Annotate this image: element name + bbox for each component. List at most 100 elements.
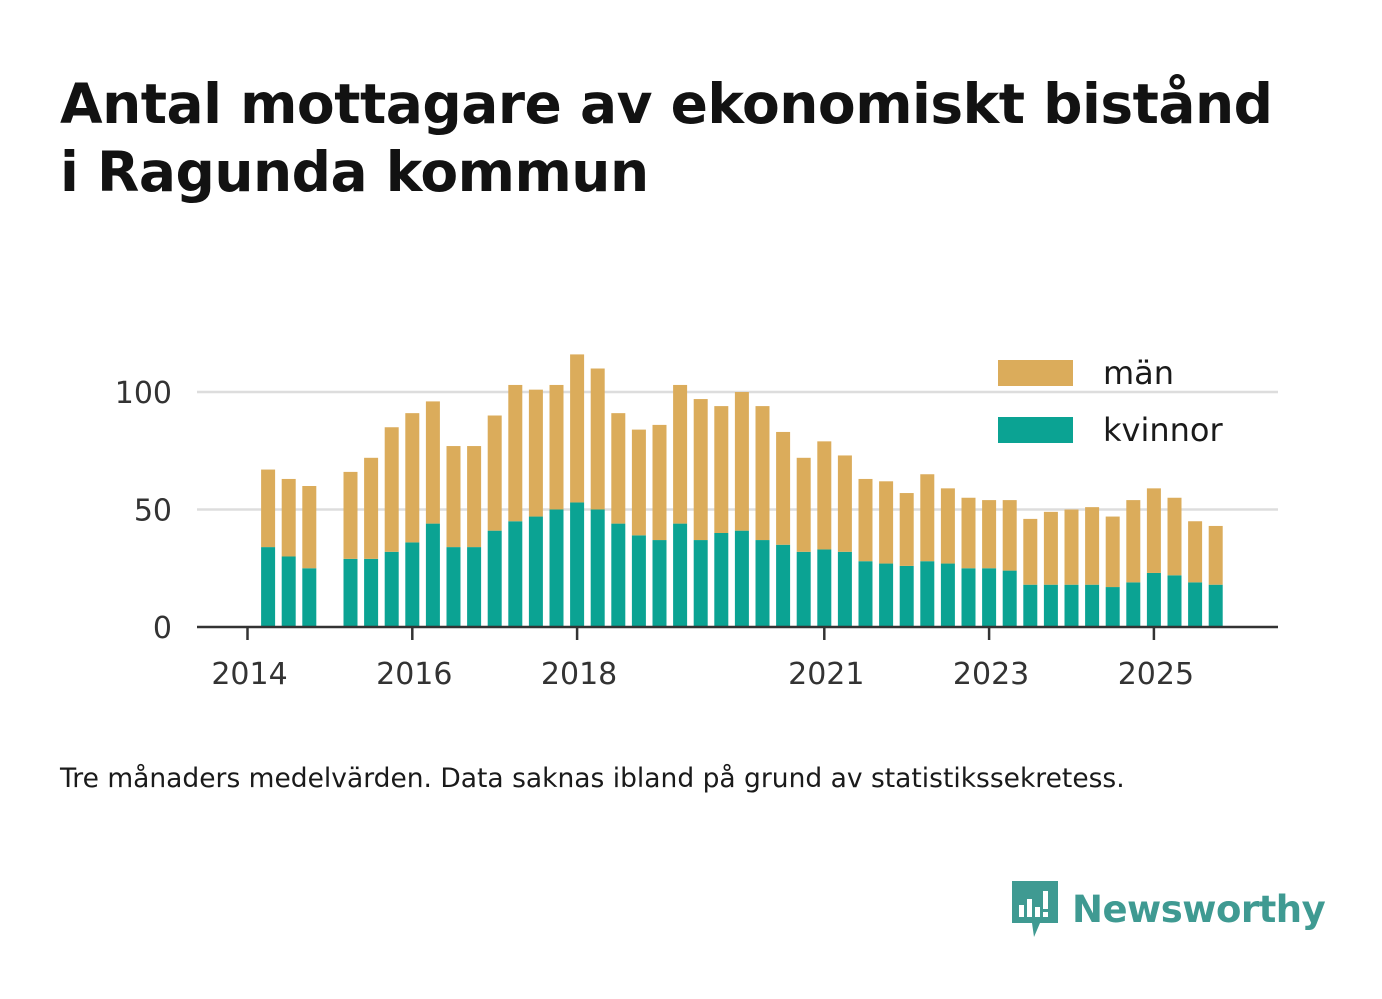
bar-man-2019-Q3	[693, 399, 708, 541]
bar-man-2023-Q4	[1043, 511, 1058, 585]
bar-kvinnor-2018-Q3	[611, 523, 626, 627]
legend-label-män: män	[1103, 354, 1174, 392]
bar-man-2023-Q3	[1023, 518, 1038, 585]
y-tick-label-0: 0	[153, 611, 172, 646]
bar-kvinnor-2021-Q1	[817, 549, 832, 627]
bar-man-2025-Q3	[1188, 521, 1203, 583]
bar-man-2024-Q4	[1126, 500, 1141, 583]
bar-kvinnor-2019-Q1	[652, 540, 667, 627]
bar-man-2017-Q1	[487, 415, 502, 531]
bar-kvinnor-2025-Q4	[1208, 584, 1223, 627]
bar-kvinnor-2023-Q1	[982, 568, 997, 627]
bar-kvinnor-2024-Q3	[1105, 587, 1120, 627]
bar-man-2016-Q2	[425, 401, 440, 524]
bar-man-2019-Q2	[673, 384, 688, 524]
bar-kvinnor-2018-Q2	[590, 509, 605, 627]
bar-kvinnor-2019-Q3	[693, 540, 708, 627]
legend-swatch-kvinnor	[998, 417, 1073, 443]
bar-man-2016-Q1	[405, 413, 420, 543]
bar-man-2019-Q4	[714, 406, 729, 533]
bar-man-2020-Q4	[796, 457, 811, 552]
bar-man-2025-Q1	[1146, 488, 1161, 573]
bar-kvinnor-2015-Q4	[384, 551, 399, 627]
legend-swatch-män	[998, 360, 1073, 386]
bar-man-2020-Q1	[734, 392, 749, 531]
chart-title-line-2: i Ragunda kommun	[60, 140, 649, 204]
bar-man-2024-Q1	[1064, 509, 1079, 585]
bar-man-2018-Q2	[590, 368, 605, 510]
bar-man-2016-Q4	[467, 446, 482, 548]
bar-man-2018-Q1	[570, 354, 585, 503]
bar-kvinnor-2019-Q4	[714, 533, 729, 627]
bar-man-2022-Q2	[920, 474, 935, 562]
x-tick-label-2016: 2016	[376, 657, 452, 692]
bar-man-2018-Q4	[631, 429, 646, 536]
bar-man-2017-Q2	[508, 384, 523, 522]
bar-man-2015-Q3	[364, 457, 379, 559]
bar-kvinnor-2016-Q3	[446, 547, 461, 627]
bar-man-2022-Q1	[899, 493, 914, 566]
bar-man-2016-Q3	[446, 446, 461, 548]
bar-kvinnor-2020-Q2	[755, 540, 770, 627]
x-tick-label-2014: 2014	[211, 657, 287, 692]
bar-kvinnor-2021-Q3	[858, 561, 873, 627]
bar-kvinnor-2024-Q4	[1126, 582, 1141, 627]
bar-kvinnor-2021-Q2	[837, 551, 852, 627]
bar-kvinnor-2017-Q1	[487, 530, 502, 627]
bar-kvinnor-2016-Q1	[405, 542, 420, 627]
bar-kvinnor-2014-Q4	[302, 568, 317, 627]
bar-kvinnor-2025-Q1	[1146, 572, 1161, 627]
bar-man-2024-Q3	[1105, 516, 1120, 588]
bar-man-2017-Q4	[549, 384, 564, 510]
bar-man-2021-Q4	[879, 481, 894, 564]
bar-man-2022-Q3	[940, 488, 955, 564]
bar-kvinnor-2023-Q3	[1023, 584, 1038, 627]
bar-kvinnor-2024-Q2	[1085, 584, 1100, 627]
bar-kvinnor-2019-Q2	[673, 523, 688, 627]
bar-man-2020-Q3	[776, 431, 791, 545]
chart-title-line-1: Antal mottagare av ekonomiskt bistånd	[60, 72, 1273, 136]
bar-man-2015-Q2	[343, 471, 358, 559]
bar-kvinnor-2014-Q3	[281, 556, 296, 627]
bar-kvinnor-2018-Q1	[570, 502, 585, 627]
bar-man-2023-Q2	[1002, 500, 1017, 571]
bar-man-2014-Q4	[302, 486, 317, 569]
bar-kvinnor-2025-Q3	[1188, 582, 1203, 627]
bar-man-2025-Q4	[1208, 525, 1223, 585]
x-tick-label-2025: 2025	[1118, 657, 1194, 692]
bar-man-2024-Q2	[1085, 507, 1100, 585]
bar-kvinnor-2021-Q4	[879, 563, 894, 627]
bar-kvinnor-2022-Q4	[961, 568, 976, 627]
x-tick-label-2021: 2021	[788, 657, 864, 692]
bar-man-2023-Q1	[982, 500, 997, 569]
bar-man-2021-Q3	[858, 478, 873, 562]
bar-man-2020-Q2	[755, 406, 770, 541]
bar-kvinnor-2014-Q2	[261, 547, 276, 627]
bar-kvinnor-2023-Q4	[1043, 584, 1058, 627]
brand-name: Newsworthy	[1072, 887, 1326, 931]
chart-caption: Tre månaders medelvärden. Data saknas ib…	[60, 763, 1125, 794]
brand[interactable]: Newsworthy	[1010, 878, 1326, 940]
bar-kvinnor-2016-Q2	[425, 523, 440, 627]
bar-man-2014-Q2	[261, 469, 276, 548]
bar-kvinnor-2016-Q4	[467, 547, 482, 627]
bar-kvinnor-2022-Q1	[899, 565, 914, 627]
bar-man-2019-Q1	[652, 424, 667, 541]
y-tick-label-50: 50	[134, 494, 172, 529]
bar-kvinnor-2020-Q4	[796, 551, 811, 627]
bar-kvinnor-2017-Q3	[528, 516, 543, 627]
bar-kvinnor-2017-Q4	[549, 509, 564, 627]
bar-kvinnor-2018-Q4	[631, 535, 646, 627]
bar-kvinnor-2015-Q3	[364, 558, 379, 627]
bar-man-2022-Q4	[961, 497, 976, 569]
bar-kvinnor-2022-Q2	[920, 561, 935, 627]
legend-label-kvinnor: kvinnor	[1103, 411, 1224, 449]
stacked-bar-chart: 0 50 100 2014 2016 2018 2021 2023 2025 män kvinnor	[115, 354, 1278, 692]
bar-man-2014-Q3	[281, 478, 296, 557]
bar-kvinnor-2022-Q3	[940, 563, 955, 627]
bar-man-2021-Q1	[817, 441, 832, 550]
bar-man-2015-Q4	[384, 427, 399, 552]
chart-title: Antal mottagare av ekonomiskt bistånd i …	[60, 70, 1350, 206]
newsworthy-logo-icon	[1012, 881, 1058, 937]
bar-kvinnor-2023-Q2	[1002, 570, 1017, 627]
